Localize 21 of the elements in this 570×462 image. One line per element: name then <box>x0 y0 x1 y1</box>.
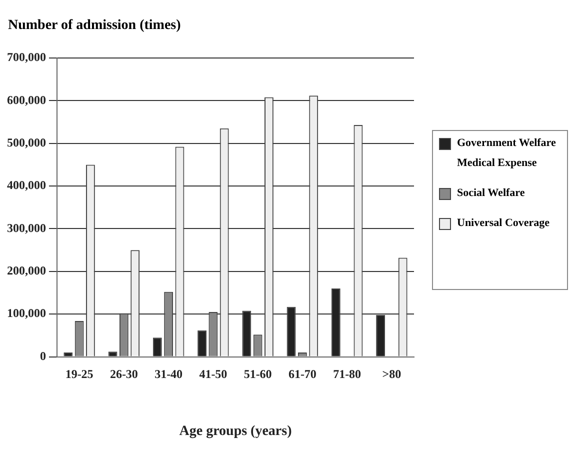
y-tick-label: 0 <box>40 348 46 363</box>
y-tick-label: 400,000 <box>7 178 46 192</box>
y-tick-label: 500,000 <box>7 135 46 150</box>
legend-label: Social Welfare <box>457 186 526 201</box>
y-tick-label: 700,000 <box>7 50 46 64</box>
y-tick-label: 600,000 <box>7 92 46 107</box>
x-axis-title: Age groups (years) <box>179 424 292 440</box>
x-tick-label: 26-30 <box>110 367 138 382</box>
x-tick-label: >80 <box>382 367 402 382</box>
legend-label: Universal Coverage <box>457 216 551 231</box>
x-tick-label: 51-60 <box>244 367 272 382</box>
y-tick-label: 200,000 <box>7 264 46 278</box>
y-tick-label: 300,000 <box>7 220 46 235</box>
x-tick-label: 61-70 <box>288 367 316 382</box>
x-tick-label: 31-40 <box>154 367 183 382</box>
legend-label: Government Welfare Medical Expense <box>457 136 557 171</box>
y-tick-label: 100,000 <box>7 306 46 320</box>
x-tick-label: 71-80 <box>333 367 362 382</box>
x-tick-label: 41-50 <box>199 367 228 382</box>
x-tick-label: 19-25 <box>65 367 94 382</box>
y-axis-title: Number of admission (times) <box>8 18 181 34</box>
